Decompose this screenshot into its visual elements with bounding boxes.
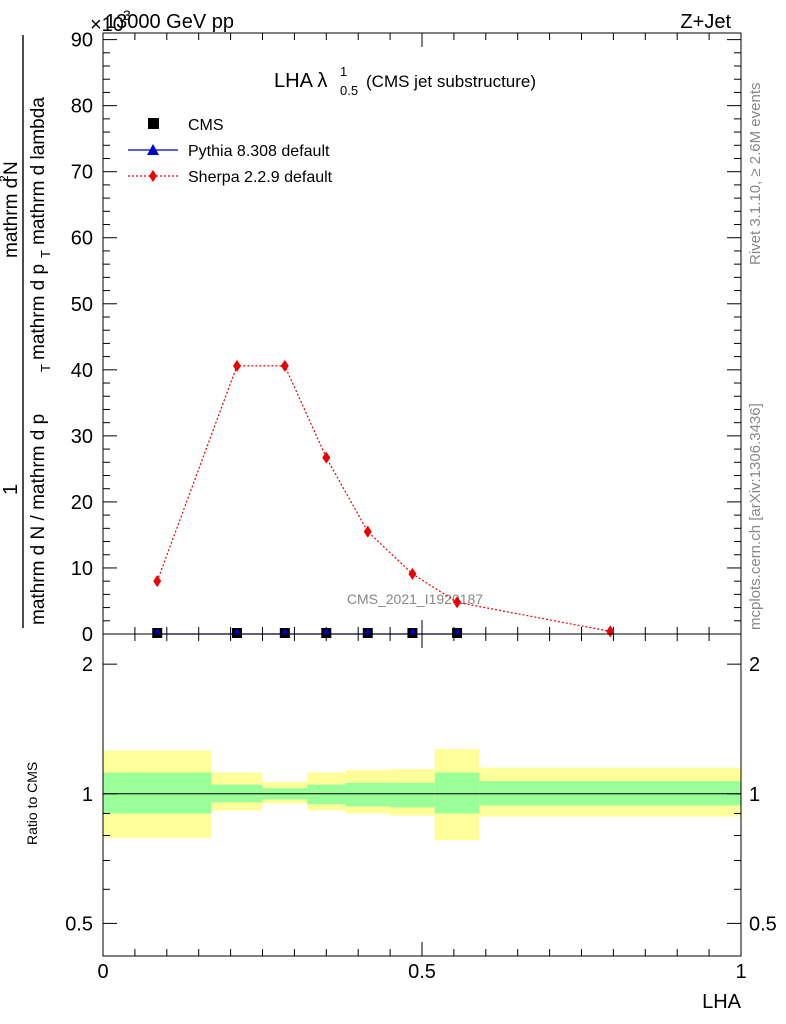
plot-title-sup: 1 — [340, 64, 347, 79]
y-label-den-right-bottom-sub: T — [38, 250, 53, 258]
plot-title-suffix: (CMS jet substructure) — [366, 72, 536, 91]
exponent-value: 3 — [123, 7, 131, 23]
sherpa-data-point — [363, 525, 372, 538]
ratio-inner-band — [390, 782, 435, 808]
main-y-tick-label: 30 — [71, 426, 93, 448]
ratio-inner-band — [479, 781, 741, 806]
y-label-den-right-bottom: mathrm d p — [28, 264, 49, 360]
exponent-label: ×10 — [90, 14, 124, 36]
sherpa-data-point — [280, 359, 289, 372]
ratio-y-tick-label: 1 — [82, 784, 93, 806]
ratio-panel: 0.5 0.5 1 1 2 2 0 0.5 1 — [65, 633, 777, 983]
legend-pythia-marker — [147, 144, 159, 155]
pythia-data-point — [363, 628, 372, 635]
y-label-den-right-tail: mathrm d lambda — [28, 97, 49, 245]
header-right-title: Z+Jet — [680, 11, 731, 33]
sherpa-data-point — [232, 359, 241, 372]
ratio-y-tick-label-right: 0.5 — [749, 913, 777, 935]
legend-cms-marker — [148, 118, 159, 129]
legend-pythia-label: Pythia 8.308 default — [188, 143, 330, 160]
sherpa-data-point — [408, 567, 417, 580]
plot-title-sub: 0.5 — [340, 83, 358, 98]
pythia-data-point — [322, 628, 331, 635]
header-left-title: 13000 GeV pp — [105, 11, 234, 33]
legend-sherpa-marker — [149, 170, 157, 182]
main-y-tick-label: 80 — [71, 96, 93, 118]
pythia-data-point — [408, 628, 417, 635]
main-y-tick-label: 0 — [82, 624, 93, 646]
legend-cms-label: CMS — [188, 117, 224, 134]
y-label-den-right-n: N — [1, 161, 22, 175]
x-axis-label: LHA — [702, 991, 742, 1013]
watermark: CMS_2021_I1920187 — [347, 591, 483, 607]
pythia-data-point — [153, 628, 162, 635]
mcplots-label: mcplots.cern.ch [arXiv:1306.3436] — [747, 403, 764, 630]
pythia-data-point — [453, 628, 462, 635]
legend: CMS Pythia 8.308 default Sherpa 2.2.9 de… — [128, 117, 333, 186]
main-y-tick-label: 10 — [71, 558, 93, 580]
y-label-den-left: mathrm d N / mathrm d p — [28, 414, 49, 625]
legend-sherpa-label: Sherpa 2.2.9 default — [188, 169, 333, 186]
pythia-data-point — [280, 628, 289, 635]
ratio-y-tick-label: 0.5 — [65, 913, 93, 935]
ratio-y-axis-label: Ratio to CMS — [24, 762, 40, 845]
ratio-y-tick-label-right: 1 — [749, 784, 760, 806]
ratio-inner-band — [307, 784, 346, 805]
x-tick-label: 0.5 — [408, 961, 436, 983]
main-y-tick-label: 70 — [71, 162, 93, 184]
main-y-tick-label: 60 — [71, 228, 93, 250]
sherpa-data-point — [322, 451, 331, 464]
main-y-tick-label: 50 — [71, 294, 93, 316]
main-panel: 0 10 20 30 40 50 60 70 80 90 CMS_2021_I1920187 — [71, 30, 742, 646]
y-label-numerator: 1 — [0, 484, 22, 495]
ratio-y-tick-label-right: 2 — [749, 654, 760, 676]
sherpa-series-line — [156, 365, 611, 632]
main-y-tick-label: 20 — [71, 492, 93, 514]
sherpa-data-point — [453, 596, 462, 609]
rivet-label: Rivet 3.1.10, ≥ 2.6M events — [747, 83, 764, 266]
main-y-tick-label: 40 — [71, 360, 93, 382]
x-tick-label: 1 — [735, 961, 746, 983]
y-label-den-left-sub: T — [38, 364, 53, 372]
main-y-tick-label: 90 — [71, 30, 93, 52]
ratio-inner-band — [434, 772, 480, 814]
ratio-inner-band — [345, 782, 391, 807]
main-y-axis-label: 1 mathrm d N / mathrm d p T mathrm d N 2… — [0, 35, 53, 628]
x-tick-label: 0 — [97, 961, 108, 983]
y-label-den-right-top: mathrm d — [1, 178, 22, 258]
plot-title: LHA λ — [274, 70, 327, 92]
y-label-den-right-sup: 2 — [0, 175, 11, 182]
sherpa-data-point — [153, 575, 162, 588]
ratio-inner-band — [103, 772, 212, 814]
ratio-y-tick-label: 2 — [82, 654, 93, 676]
pythia-data-point — [232, 628, 241, 635]
